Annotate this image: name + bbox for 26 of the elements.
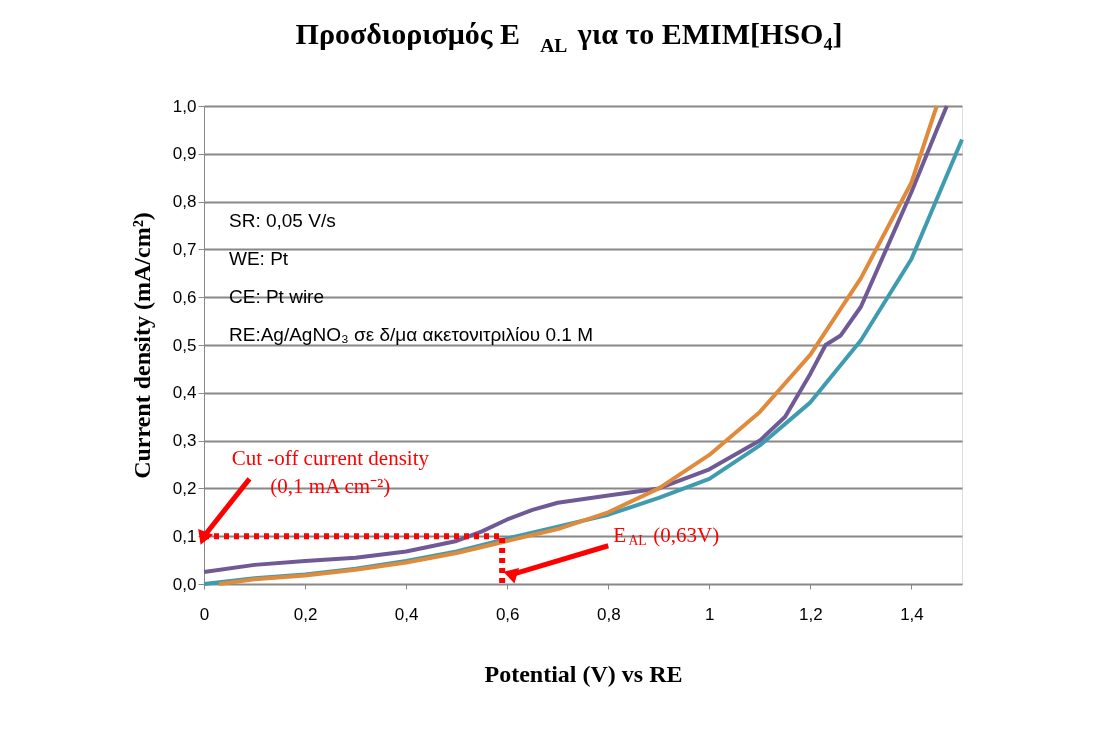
annotation: CE: Pt wire [229, 286, 325, 307]
y-tick-label: 0,0 [172, 574, 197, 594]
y-tick-label: 0,9 [172, 144, 197, 164]
x-tick-label: 0,6 [495, 604, 520, 624]
y-tick-label: 0,6 [172, 287, 197, 307]
y-tick-label: 0,4 [172, 383, 197, 403]
x-tick-label: 1,2 [799, 604, 823, 624]
y-tick-label: 0,5 [172, 335, 197, 355]
x-tick-label: 1,4 [900, 604, 924, 624]
y-tick-label: 0,2 [172, 478, 197, 498]
x-tick-label: 0,4 [394, 604, 419, 624]
annotation: WE: Pt [229, 248, 289, 269]
annotation: RE:Ag/AgNO₃ σε δ/μα ακετονιτριλίου 0.1 M [229, 324, 593, 345]
x-tick-label: 1 [705, 604, 715, 624]
x-axis-title: Potential (V) vs RE [484, 660, 683, 687]
x-tick-label: 0,2 [293, 604, 318, 624]
y-tick-label: 0,7 [172, 239, 197, 259]
y-tick-label: 0,8 [172, 192, 197, 212]
y-axis-title: Current density (mA/cm²) [128, 212, 155, 479]
annotation: SR: 0,05 V/s [229, 210, 336, 231]
y-tick-label: 1,0 [172, 96, 197, 116]
x-tick-label: 0 [199, 604, 210, 624]
annotation: Cut -off current density (0,1 mA cm⁻²) [231, 446, 430, 499]
x-tick-label: 0,8 [596, 604, 621, 624]
y-tick-label: 0,3 [172, 431, 197, 451]
y-tick-label: 0,1 [172, 526, 197, 546]
